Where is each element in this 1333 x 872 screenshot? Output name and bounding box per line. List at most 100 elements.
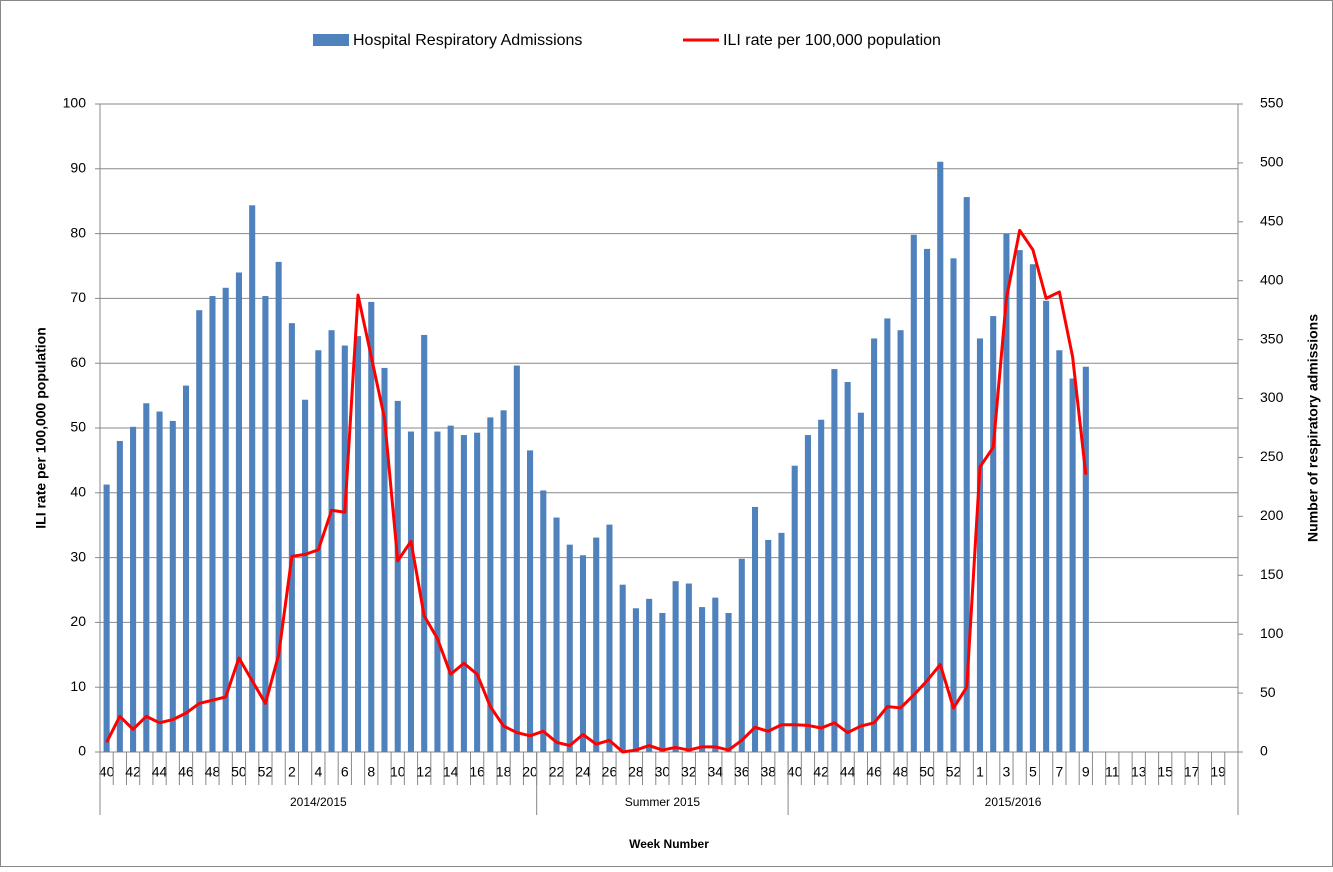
x-tick-label: 3: [1003, 764, 1011, 780]
bar: [1056, 350, 1063, 752]
x-tick-label: 13: [1131, 764, 1147, 780]
x-tick-label: 8: [367, 764, 375, 780]
bar: [553, 517, 560, 752]
bar: [302, 399, 309, 752]
bar: [976, 338, 984, 752]
y-tick-label: 0: [78, 743, 86, 759]
x-tick-label: 7: [1055, 764, 1063, 780]
x-tick-label: 12: [416, 764, 432, 780]
bar: [513, 365, 520, 752]
bar: [527, 450, 534, 752]
bar: [354, 336, 362, 752]
y2-tick-label: 200: [1260, 507, 1284, 523]
y2-tick-label: 500: [1260, 154, 1284, 170]
x-tick-label: 24: [575, 764, 591, 780]
bar: [447, 425, 454, 752]
bar: [143, 403, 150, 752]
bar: [103, 484, 110, 752]
bar: [500, 410, 507, 752]
bar: [196, 310, 203, 752]
bar: [884, 318, 891, 752]
y2-tick-label: 100: [1260, 625, 1284, 641]
bar: [632, 608, 639, 752]
bar: [778, 532, 785, 752]
bar: [751, 506, 759, 752]
y-tick-label: 30: [70, 548, 86, 564]
x-tick-label: 50: [919, 764, 935, 780]
x-tick-label: 17: [1184, 764, 1200, 780]
y2-tick-label: 0: [1260, 743, 1268, 759]
legend-swatch: [313, 34, 349, 46]
x-tick-label: 6: [341, 764, 349, 780]
bar: [1016, 250, 1023, 752]
y-tick-label: 50: [70, 419, 86, 435]
y-axis-title: ILI rate per 100,000 population: [33, 327, 49, 529]
x-tick-label: 52: [946, 764, 962, 780]
bar: [288, 323, 295, 752]
x-tick-label: 10: [390, 764, 406, 780]
x-tick-label: 2: [288, 764, 296, 780]
y-tick-label: 20: [70, 613, 86, 629]
x-tick-label: 48: [893, 764, 909, 780]
bar: [1082, 366, 1089, 752]
bar: [712, 597, 719, 752]
bar: [460, 435, 467, 752]
x-tick-label: 30: [655, 764, 671, 780]
bar: [685, 583, 692, 752]
y2-tick-label: 550: [1260, 95, 1284, 111]
group-label: Summer 2015: [625, 795, 701, 809]
bar: [619, 584, 626, 752]
bar: [209, 296, 216, 752]
bar: [857, 412, 864, 752]
bar: [275, 261, 282, 752]
y2-tick-label: 300: [1260, 389, 1284, 405]
x-tick-label: 36: [734, 764, 750, 780]
x-tick-label: 42: [813, 764, 829, 780]
bar: [235, 272, 242, 752]
x-tick-label: 50: [231, 764, 247, 780]
bar: [699, 607, 706, 752]
bar: [169, 420, 176, 752]
bar: [130, 426, 137, 752]
bar: [566, 544, 573, 752]
y-tick-label: 80: [70, 224, 86, 240]
bar: [646, 598, 653, 752]
y-tick-label: 100: [63, 95, 87, 111]
bar: [381, 367, 388, 752]
bar: [328, 330, 335, 752]
bar: [897, 330, 904, 752]
y2-tick-label: 400: [1260, 271, 1284, 287]
y2-axis-title: Number of respiratory admissions: [1305, 314, 1321, 542]
bar: [579, 555, 587, 752]
x-tick-label: 4: [314, 764, 322, 780]
bar: [937, 161, 944, 753]
y2-tick-label: 450: [1260, 213, 1284, 229]
bar: [1003, 233, 1010, 753]
x-tick-label: 14: [443, 764, 459, 780]
x-tick-label: 16: [469, 764, 485, 780]
y2-tick-label: 250: [1260, 448, 1284, 464]
bar: [156, 411, 163, 752]
bar: [725, 612, 732, 752]
bar: [910, 234, 917, 752]
y2-tick-label: 350: [1260, 330, 1284, 346]
bar: [950, 258, 957, 752]
x-tick-label: 34: [708, 764, 724, 780]
x-tick-label: 40: [787, 764, 803, 780]
y-tick-label: 10: [70, 678, 86, 694]
x-tick-label: 20: [522, 764, 538, 780]
x-tick-label: 18: [496, 764, 512, 780]
y-tick-label: 40: [70, 484, 86, 500]
x-tick-label: 44: [152, 764, 168, 780]
bar: [368, 301, 375, 752]
bar: [963, 197, 970, 753]
bar: [222, 287, 229, 752]
x-tick-label: 28: [628, 764, 644, 780]
bar: [394, 400, 401, 752]
y2-tick-label: 50: [1260, 684, 1276, 700]
bar: [262, 296, 269, 752]
bar: [593, 537, 600, 752]
bar: [738, 558, 745, 752]
x-tick-label: 9: [1082, 764, 1090, 780]
